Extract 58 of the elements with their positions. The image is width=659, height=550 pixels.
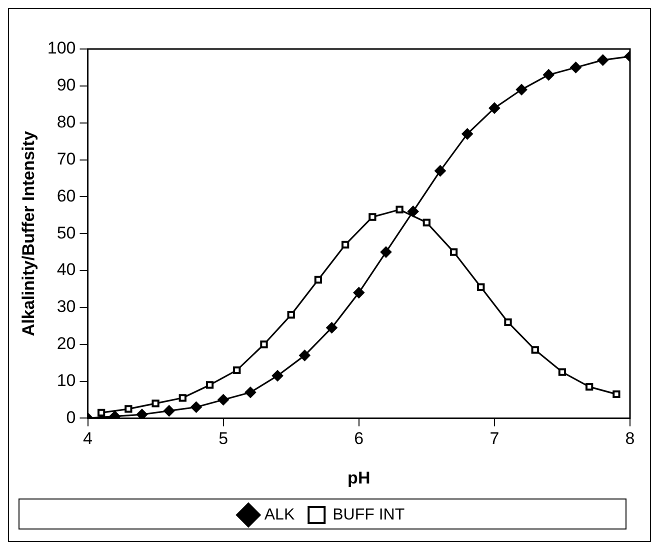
point — [570, 62, 582, 73]
point — [353, 287, 364, 298]
point — [477, 283, 485, 291]
y-tick-label: 50 — [56, 223, 76, 242]
point — [396, 206, 404, 214]
point — [558, 368, 566, 376]
x-tick-label: 6 — [354, 429, 364, 448]
point — [504, 318, 512, 326]
point — [136, 409, 148, 418]
point — [260, 340, 268, 348]
point — [612, 390, 620, 398]
point — [368, 213, 376, 221]
legend-label: BUFF INT — [332, 506, 405, 524]
point — [450, 248, 458, 256]
point — [342, 240, 350, 249]
point — [434, 165, 446, 176]
x-axis-title: pH — [348, 468, 370, 488]
y-tick-label: 30 — [56, 297, 76, 316]
point — [314, 276, 322, 284]
x-tick-label: 5 — [218, 429, 228, 448]
x-tick-label: 8 — [625, 429, 635, 448]
point — [543, 69, 554, 80]
point — [516, 84, 528, 96]
point — [287, 310, 295, 319]
y-tick-label: 10 — [56, 370, 76, 390]
point — [190, 402, 202, 413]
y-tick-label: 90 — [56, 76, 76, 95]
point — [299, 350, 310, 361]
x-tick-label: 4 — [83, 429, 92, 448]
point — [488, 102, 500, 114]
y-tick-label: 0 — [66, 408, 76, 427]
point — [597, 54, 608, 66]
point — [531, 346, 539, 354]
point — [272, 370, 284, 382]
y-tick-label: 60 — [56, 186, 76, 206]
point — [586, 382, 594, 391]
point — [178, 394, 186, 402]
point — [408, 206, 419, 217]
y-tick-label: 80 — [56, 112, 76, 132]
point — [97, 408, 106, 416]
point — [244, 386, 256, 398]
y-tick-label: 40 — [56, 260, 76, 280]
x-tick-label: 7 — [490, 429, 500, 448]
y-tick-label: 70 — [56, 149, 76, 168]
point — [124, 405, 132, 413]
y-tick-label: 100 — [47, 38, 76, 58]
point — [462, 128, 473, 140]
point — [380, 246, 392, 258]
point — [218, 394, 229, 406]
y-axis-title: Alkalinity/Buffer Intensity — [18, 130, 38, 336]
point — [164, 405, 175, 416]
point — [326, 322, 338, 334]
point — [233, 366, 241, 374]
y-tick-label: 20 — [56, 334, 76, 354]
point — [206, 381, 214, 389]
point — [422, 218, 430, 226]
point — [152, 400, 160, 408]
legend-label: ALK — [264, 506, 295, 524]
